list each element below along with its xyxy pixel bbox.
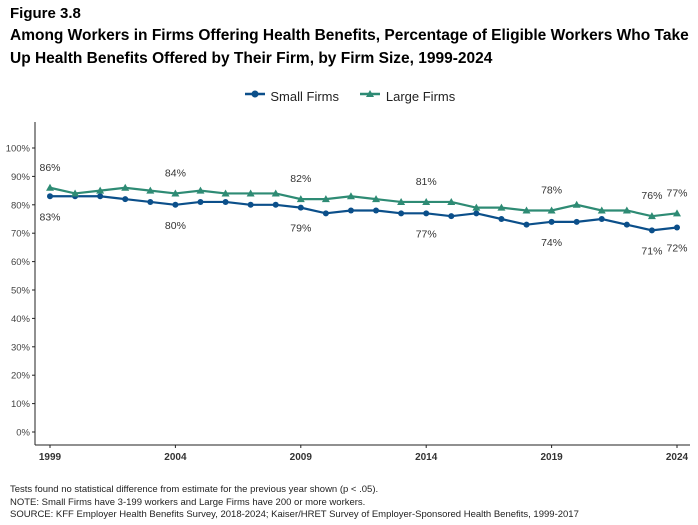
legend-small-marker (244, 90, 265, 98)
data-point-large (321, 195, 330, 203)
series-line-small (50, 195, 678, 232)
note-significance: Tests found no statistical difference fr… (10, 484, 379, 495)
y-tick-label: 20% (11, 371, 31, 382)
data-point-large (346, 192, 355, 200)
data-point-large (221, 189, 230, 197)
data-point-small (648, 227, 655, 234)
legend-large-marker (360, 89, 381, 97)
data-point-small (523, 221, 530, 228)
y-tick-label: 50% (11, 286, 31, 297)
x-tick-label: 2009 (290, 452, 313, 463)
data-point-large (447, 197, 456, 205)
data-point-large (71, 189, 80, 197)
data-point-large (522, 206, 531, 214)
data-label: 74% (541, 237, 562, 249)
data-label: 77% (666, 187, 687, 199)
y-tick-label: 10% (11, 399, 31, 410)
y-tick-label: 90% (11, 172, 31, 183)
data-point-small (448, 213, 455, 220)
data-point-large (46, 183, 54, 191)
y-tick-label: 60% (11, 257, 31, 268)
data-label: 84% (165, 167, 186, 179)
data-point-large (497, 203, 506, 211)
data-point-small (573, 218, 580, 225)
data-point-large (472, 203, 481, 211)
legend: Small Firms Large Firms (0, 87, 698, 104)
data-label: 81% (416, 176, 437, 188)
data-point-large (296, 195, 305, 203)
x-tick-label: 2024 (666, 452, 689, 463)
data-point-large (597, 206, 606, 214)
data-point-large (572, 200, 581, 208)
data-point-small (473, 210, 480, 217)
data-point-small (548, 218, 555, 225)
x-tick-label: 2019 (540, 452, 563, 463)
x-tick-label: 1999 (39, 452, 62, 463)
data-point-small (147, 198, 154, 205)
data-point-small (598, 216, 605, 222)
data-point-small (623, 221, 630, 228)
data-point-large (146, 186, 155, 194)
data-point-large (171, 189, 180, 197)
data-point-large (121, 183, 130, 191)
data-label: 77% (416, 228, 437, 240)
figure-label: Figure 3.8 (10, 5, 81, 22)
data-label: 78% (541, 184, 562, 196)
data-label: 80% (165, 220, 186, 232)
chart-title: Among Workers in Firms Offering Health B… (10, 27, 689, 67)
data-label: 83% (39, 211, 60, 223)
data-point-small (498, 216, 505, 222)
y-tick-label: 80% (11, 200, 31, 211)
data-point-large (622, 206, 631, 214)
data-point-large (246, 189, 255, 197)
data-point-small (297, 204, 304, 211)
data-label: 79% (290, 223, 311, 235)
data-label: 82% (290, 173, 311, 185)
data-point-small (347, 207, 354, 214)
legend-large-label: Large Firms (385, 88, 456, 104)
data-label: 76% (641, 190, 662, 202)
data-point-large (196, 186, 205, 194)
data-point-small (272, 201, 279, 208)
data-point-large (422, 197, 431, 205)
data-label: 72% (666, 243, 687, 255)
legend-small-firms: Small Firms (243, 88, 339, 104)
data-point-small (322, 210, 329, 217)
x-tick-label: 2014 (415, 452, 438, 463)
data-label: 71% (641, 245, 662, 257)
data-point-large (271, 189, 280, 197)
x-tick-label: 2004 (164, 452, 187, 463)
legend-large-firms: Large Firms (358, 88, 455, 104)
data-point-small (373, 207, 380, 214)
note-firm-size: NOTE: Small Firms have 3-199 workers and… (10, 496, 366, 508)
data-point-large (96, 186, 105, 194)
data-point-large (397, 197, 406, 205)
data-point-large (547, 206, 556, 214)
data-point-small (122, 196, 129, 203)
data-point-small (172, 201, 179, 208)
series-line-large (49, 186, 678, 218)
y-tick-label: 100% (6, 144, 31, 155)
y-tick-label: 40% (11, 314, 31, 325)
data-point-small (674, 224, 680, 231)
y-tick-label: 0% (16, 428, 30, 439)
data-point-small (47, 193, 53, 200)
data-label: 86% (39, 162, 60, 174)
data-point-large (372, 195, 381, 203)
data-point-large (673, 209, 681, 217)
notes: Tests found no statistical difference fr… (10, 484, 579, 522)
y-tick-label: 70% (11, 229, 31, 240)
y-tick-label: 30% (11, 342, 31, 353)
data-point-large (647, 212, 656, 220)
legend-small-label: Small Firms (270, 88, 339, 104)
data-point-small (222, 198, 229, 205)
data-point-small (97, 193, 104, 200)
note-source: SOURCE: KFF Employer Health Benefits Sur… (10, 509, 579, 520)
data-point-small (423, 210, 430, 217)
data-point-small (398, 210, 405, 217)
data-point-small (197, 198, 204, 205)
data-point-small (247, 201, 254, 208)
